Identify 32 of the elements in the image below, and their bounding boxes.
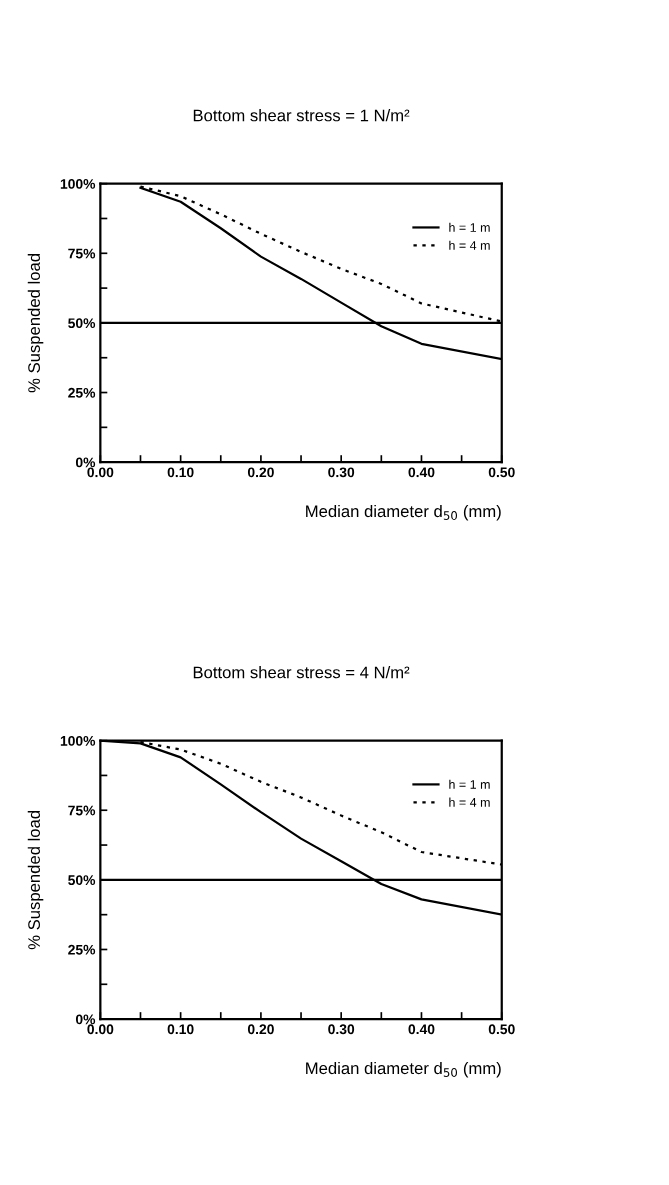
x-axis-title: Median diameter d$_{50}$ (mm)	[306, 1061, 501, 1078]
x-tick-label: 0.40	[408, 1024, 435, 1035]
y-axis-title: % Suspended load	[27, 254, 44, 393]
x-tick-label: 0.30	[328, 1024, 355, 1035]
legend-label: h = 4 m	[449, 240, 490, 250]
x-tick-label: 0.40	[408, 467, 435, 478]
y-tick-label: 0%	[75, 1014, 96, 1025]
x-tick-label: 0.10	[167, 1024, 194, 1035]
x-tick-label: 0.50	[488, 467, 515, 478]
x-tick-label: 0.20	[247, 467, 274, 478]
y-tick-label: 50%	[68, 318, 96, 329]
x-tick-label: 0.20	[247, 1024, 274, 1035]
chart-title: Bottom shear stress = 1 N/m²	[193, 109, 410, 122]
y-tick-label: 50%	[68, 875, 96, 886]
y-tick-label: 75%	[68, 805, 96, 816]
y-tick-label: 0%	[75, 457, 96, 468]
x-tick-label: 0.00	[87, 1024, 114, 1035]
legend-label: h = 1 m	[449, 779, 490, 789]
chart-title: Bottom shear stress = 4 N/m²	[193, 666, 410, 679]
y-tick-label: 25%	[68, 387, 96, 398]
x-tick-label: 0.50	[488, 1024, 515, 1035]
x-tick-label: 0.30	[328, 467, 355, 478]
x-tick-label: 0.00	[87, 467, 114, 478]
y-tick-label: 25%	[68, 944, 96, 955]
x-tick-label: 0.10	[167, 467, 194, 478]
y-tick-label: 100%	[60, 179, 96, 189]
y-tick-label: 100%	[60, 735, 96, 746]
x-axis-title: Median diameter d$_{50}$ (mm)	[306, 504, 501, 521]
legend-label: h = 4 m	[449, 797, 490, 807]
y-axis-title: % Suspended load	[27, 810, 44, 950]
legend-label: h = 1 m	[449, 222, 490, 232]
y-tick-label: 75%	[68, 248, 96, 259]
